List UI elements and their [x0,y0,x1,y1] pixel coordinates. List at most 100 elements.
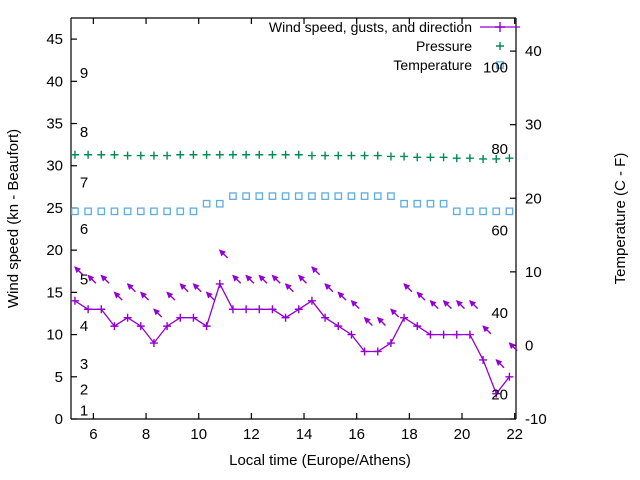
gust-arrow-head [376,316,384,324]
square-marker [334,192,343,200]
x-tick-label: 12 [243,426,260,443]
x-tick-label: 10 [190,426,207,443]
plus-marker [163,322,172,331]
square-marker [294,192,303,200]
x-tick-label: 14 [296,426,313,443]
y2-tick-label: 10 [525,264,542,281]
square-marker [373,192,382,200]
plus-marker [215,279,224,288]
square-marker [439,199,448,208]
plus-marker [321,313,330,322]
plus-marker [189,150,198,159]
plus-marker [452,154,461,163]
plus-marker [202,322,211,331]
fahrenheit-label: 20 [491,387,508,404]
fahrenheit-label: 100 [483,59,508,76]
y2-tick-label: 20 [525,190,542,207]
beaufort-label: 9 [80,65,88,82]
gust-arrow-head [74,266,82,274]
beaufort-label: 2 [80,381,88,398]
beaufort-label: 5 [80,272,88,289]
plus-marker [136,151,145,160]
plus-marker [360,151,369,160]
plus-marker [123,151,132,160]
square-marker [452,207,461,216]
y-tick-label: 0 [55,411,63,428]
plus-marker [84,150,93,159]
plus-marker [215,150,224,159]
plus-marker [479,355,488,364]
plus-marker [97,150,106,159]
plus-marker [255,150,264,159]
plus-marker [294,150,303,159]
square-marker [136,207,145,216]
plus-marker [307,151,316,160]
y-tick-label: 15 [46,284,63,301]
gust-arrows [74,249,518,369]
square-marker [479,207,487,216]
y-tick-label: 5 [55,369,63,386]
gust-arrow-head [153,308,161,316]
plus-marker [242,150,251,159]
gust-arrow-head [416,291,424,299]
gust-arrow-head [218,249,226,257]
square-marker [110,207,119,216]
square-marker [97,207,106,216]
square-marker [281,192,290,200]
square-marker [123,207,132,216]
square-marker [347,192,356,200]
legend-label-1: Pressure [416,38,472,54]
gust-arrow-head [258,274,266,282]
gust-arrow-head [245,274,253,282]
beaufort-label: 3 [80,356,88,373]
beaufort-label: 1 [80,403,88,420]
plus-marker [373,151,382,160]
square-marker [84,207,92,216]
gust-arrow-head [350,300,358,307]
y-tick-label: 30 [46,158,63,175]
gust-arrow-head [482,325,490,333]
plus-marker [496,42,504,50]
gust-arrow-head [495,359,503,367]
x-tick-label: 18 [401,426,418,443]
gust-arrow-head [324,283,332,291]
legend-sample-1 [496,42,504,50]
gust-arrow-head [192,283,200,291]
gust-arrow-head [139,291,147,299]
square-marker [426,199,435,208]
y2-tick-label: -10 [525,411,547,428]
y-tick-label: 35 [46,116,63,133]
x-tick-label: 22 [506,426,523,443]
gust-arrow-head [271,274,279,282]
y-axis-title: Wind speed (kn - Beaufort) [5,129,22,308]
gust-arrow-head [429,300,437,307]
plus-marker [334,322,343,331]
square-marker [229,192,237,200]
plus-marker [347,151,356,160]
y-tick-label: 20 [46,242,63,259]
square-marker [360,192,369,200]
gust-arrow-head [455,299,463,307]
plus-marker [413,322,422,331]
plus-marker [70,296,79,305]
plus-marker [479,154,488,163]
plus-marker [136,322,145,331]
y2-tick-label: 40 [525,43,542,60]
plus-marker [149,151,158,160]
gust-arrow-head [469,300,477,307]
gust-arrow-head [311,266,319,274]
wind-speed-line [74,282,510,396]
plus-marker [189,313,198,322]
x-tick-label: 6 [89,426,97,443]
x-tick-label: 16 [348,426,365,443]
beaufort-label: 8 [80,124,88,141]
gust-arrow-head [126,283,134,291]
square-marker [492,207,501,216]
x-axis-title: Local time (Europe/Athens) [229,452,411,469]
plus-marker [281,313,290,322]
plus-marker [373,347,382,356]
plus-marker [268,305,277,314]
legend-label-0: Wind speed, gusts, and direction [269,19,472,35]
plus-marker [465,154,474,163]
